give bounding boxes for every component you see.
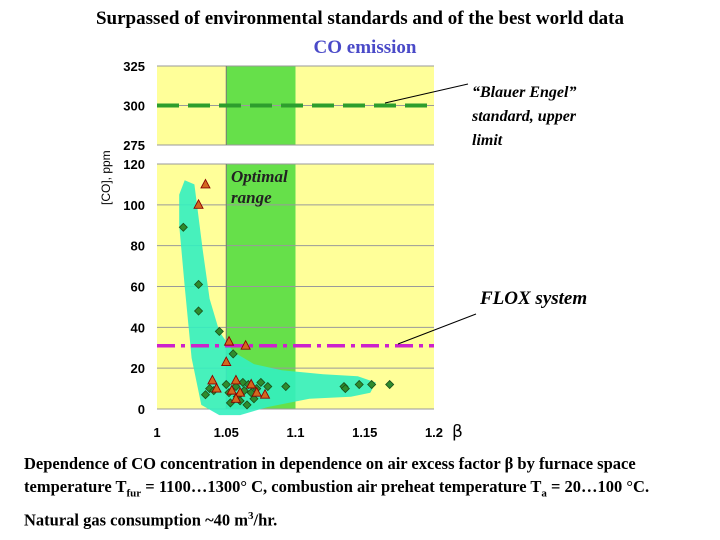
data-point-diamond-28 bbox=[385, 379, 395, 390]
y-tick-label-lower-6: 120 bbox=[123, 157, 145, 172]
caption-sup-3: 3 bbox=[248, 510, 254, 523]
blauer-engel-label-2: limit bbox=[472, 132, 503, 149]
x-axis-label: β bbox=[452, 422, 463, 442]
data-point-diamond-25 bbox=[340, 384, 350, 394]
caption-text-2: = 1100…1300° C, combustion air preheat t… bbox=[141, 477, 542, 496]
x-tick-label-2: 1.1 bbox=[286, 425, 304, 440]
y-tick-label-lower-4: 80 bbox=[131, 239, 145, 254]
y-tick-label-lower-3: 60 bbox=[131, 280, 145, 295]
data-point-triangle-5 bbox=[226, 384, 238, 395]
y-axis-label: [CO], ppm bbox=[99, 150, 113, 205]
data-point-diamond-10 bbox=[228, 349, 238, 359]
y-tick-label-upper-1: 300 bbox=[123, 99, 145, 114]
data-point-triangle-4 bbox=[223, 335, 235, 346]
data-point-diamond-0 bbox=[178, 222, 188, 232]
trend-band bbox=[179, 180, 376, 416]
data-point-triangle-6 bbox=[230, 374, 242, 385]
data-point-diamond-23 bbox=[281, 381, 291, 392]
x-tick-label-3: 1.15 bbox=[352, 425, 377, 440]
data-point-diamond-16 bbox=[242, 400, 252, 410]
data-point-diamond-27 bbox=[367, 379, 377, 390]
data-point-triangle-0 bbox=[200, 178, 211, 189]
y-tick-label-lower-2: 40 bbox=[131, 320, 145, 335]
y-tick-label-lower-0: 0 bbox=[138, 402, 145, 417]
data-point-triangle-7 bbox=[234, 386, 246, 397]
data-point-triangle-2 bbox=[207, 374, 218, 385]
data-point-triangle-10 bbox=[251, 386, 262, 397]
blauer-engel-label-1: standard, upper bbox=[471, 108, 577, 125]
data-point-diamond-7 bbox=[221, 379, 231, 390]
flox-system-pointer bbox=[397, 313, 477, 345]
caption-sub-a: a bbox=[541, 487, 547, 500]
data-point-diamond-3 bbox=[200, 390, 211, 400]
x-tick-label-1: 1.05 bbox=[214, 425, 239, 440]
data-point-triangle-9 bbox=[245, 378, 257, 389]
caption-text-4: /hr. bbox=[253, 510, 278, 530]
y-tick-label-upper-2: 325 bbox=[123, 59, 145, 74]
optimal-range-label-2: range bbox=[231, 188, 272, 207]
caption-sub-fur: fur bbox=[126, 487, 142, 500]
x-tick-label-4: 1.2 bbox=[425, 425, 443, 440]
data-point-triangle-8 bbox=[240, 339, 251, 350]
data-point-diamond-2 bbox=[193, 306, 204, 316]
data-point-diamond-6 bbox=[214, 326, 224, 336]
blauer-engel-label-0: “Blauer Engel” bbox=[472, 84, 576, 101]
data-point-diamond-26 bbox=[354, 379, 364, 390]
chart-title: Surpassed of environmental standards and… bbox=[95, 8, 625, 29]
x-tick-label-0: 1 bbox=[153, 425, 160, 440]
flox-system-label: FLOX system bbox=[479, 288, 587, 309]
y-tick-label-upper-0: 275 bbox=[123, 138, 145, 153]
caption-text-1: Dependence of CO concentration in depend… bbox=[24, 454, 636, 496]
data-point-triangle-13 bbox=[230, 392, 242, 403]
data-point-diamond-1 bbox=[193, 279, 204, 290]
data-point-triangle-3 bbox=[211, 382, 222, 393]
blauer-engel-pointer bbox=[384, 83, 469, 104]
data-point-triangle-11 bbox=[259, 388, 271, 399]
data-point-diamond-22 bbox=[263, 381, 273, 392]
data-point-triangle-1 bbox=[193, 198, 204, 209]
y-tick-label-lower-1: 20 bbox=[131, 361, 145, 376]
y-tick-label-lower-5: 100 bbox=[123, 198, 145, 213]
data-point-diamond-21 bbox=[256, 377, 266, 388]
optimal-range-label-1: Optimal bbox=[231, 167, 288, 186]
data-point-diamond-11 bbox=[231, 381, 241, 392]
data-point-triangle-12 bbox=[221, 356, 232, 366]
co-emission-chart: 0 20 40 60 80 100 120 275 300 325 1 1.05 1.1 1.15 1.2 [… bbox=[99, 59, 587, 442]
chart-subtitle: CO emission bbox=[313, 37, 417, 58]
caption-text-3: = 20…100 °C. Natural gas consumption ~40… bbox=[24, 477, 650, 530]
data-point-diamond-19 bbox=[249, 394, 259, 404]
chart-caption: Dependence of CO concentration in depend… bbox=[24, 452, 704, 532]
